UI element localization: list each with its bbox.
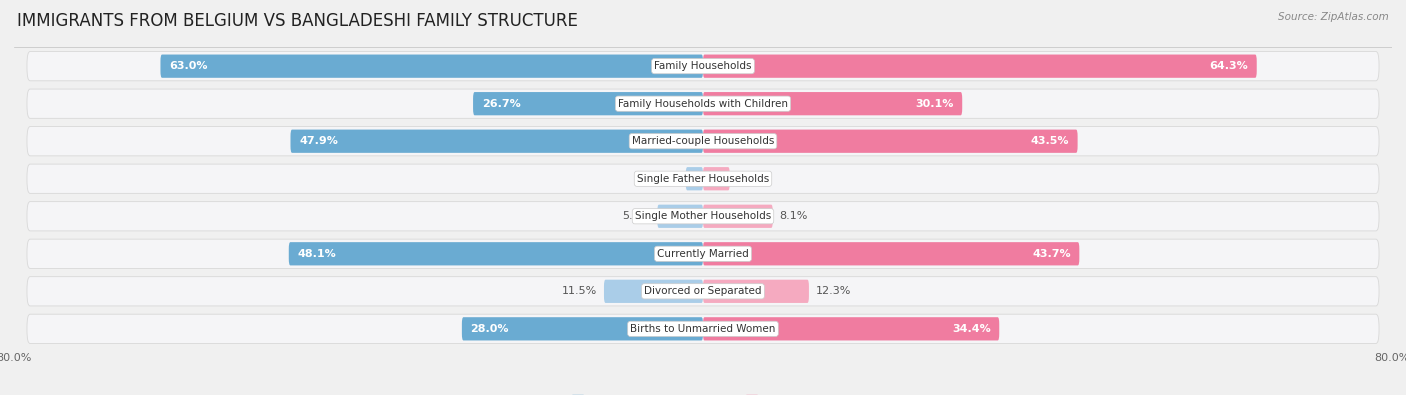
- Text: Family Households with Children: Family Households with Children: [619, 99, 787, 109]
- FancyBboxPatch shape: [27, 201, 1379, 231]
- Text: 34.4%: 34.4%: [952, 324, 991, 334]
- FancyBboxPatch shape: [160, 55, 703, 78]
- Text: 48.1%: 48.1%: [298, 249, 336, 259]
- Text: Married-couple Households: Married-couple Households: [631, 136, 775, 146]
- Text: 26.7%: 26.7%: [482, 99, 520, 109]
- Text: 47.9%: 47.9%: [299, 136, 337, 146]
- Text: 63.0%: 63.0%: [169, 61, 208, 71]
- Text: 12.3%: 12.3%: [815, 286, 851, 296]
- FancyBboxPatch shape: [686, 167, 703, 190]
- FancyBboxPatch shape: [291, 130, 703, 153]
- FancyBboxPatch shape: [703, 280, 808, 303]
- FancyBboxPatch shape: [27, 51, 1379, 81]
- FancyBboxPatch shape: [703, 92, 962, 115]
- Text: 3.1%: 3.1%: [737, 174, 765, 184]
- FancyBboxPatch shape: [703, 55, 1257, 78]
- Text: 43.7%: 43.7%: [1032, 249, 1071, 259]
- FancyBboxPatch shape: [703, 167, 730, 190]
- Text: 2.0%: 2.0%: [651, 174, 679, 184]
- Text: Currently Married: Currently Married: [657, 249, 749, 259]
- FancyBboxPatch shape: [27, 126, 1379, 156]
- Text: Family Households: Family Households: [654, 61, 752, 71]
- FancyBboxPatch shape: [27, 314, 1379, 344]
- Text: 5.3%: 5.3%: [623, 211, 651, 221]
- FancyBboxPatch shape: [703, 317, 1000, 340]
- FancyBboxPatch shape: [703, 130, 1077, 153]
- Text: 64.3%: 64.3%: [1209, 61, 1249, 71]
- Text: Single Mother Households: Single Mother Households: [636, 211, 770, 221]
- Text: 11.5%: 11.5%: [562, 286, 598, 296]
- Text: Births to Unmarried Women: Births to Unmarried Women: [630, 324, 776, 334]
- Text: Divorced or Separated: Divorced or Separated: [644, 286, 762, 296]
- FancyBboxPatch shape: [27, 239, 1379, 269]
- FancyBboxPatch shape: [472, 92, 703, 115]
- FancyBboxPatch shape: [461, 317, 703, 340]
- Text: Source: ZipAtlas.com: Source: ZipAtlas.com: [1278, 12, 1389, 22]
- FancyBboxPatch shape: [703, 205, 773, 228]
- FancyBboxPatch shape: [27, 164, 1379, 194]
- FancyBboxPatch shape: [27, 89, 1379, 118]
- FancyBboxPatch shape: [658, 205, 703, 228]
- FancyBboxPatch shape: [605, 280, 703, 303]
- FancyBboxPatch shape: [703, 242, 1080, 265]
- FancyBboxPatch shape: [27, 276, 1379, 306]
- FancyBboxPatch shape: [288, 242, 703, 265]
- Text: Single Father Households: Single Father Households: [637, 174, 769, 184]
- Text: 8.1%: 8.1%: [780, 211, 808, 221]
- Text: 43.5%: 43.5%: [1031, 136, 1069, 146]
- Text: 30.1%: 30.1%: [915, 99, 953, 109]
- Legend: Immigrants from Belgium, Bangladeshi: Immigrants from Belgium, Bangladeshi: [568, 391, 838, 395]
- Text: IMMIGRANTS FROM BELGIUM VS BANGLADESHI FAMILY STRUCTURE: IMMIGRANTS FROM BELGIUM VS BANGLADESHI F…: [17, 12, 578, 30]
- Text: 28.0%: 28.0%: [471, 324, 509, 334]
